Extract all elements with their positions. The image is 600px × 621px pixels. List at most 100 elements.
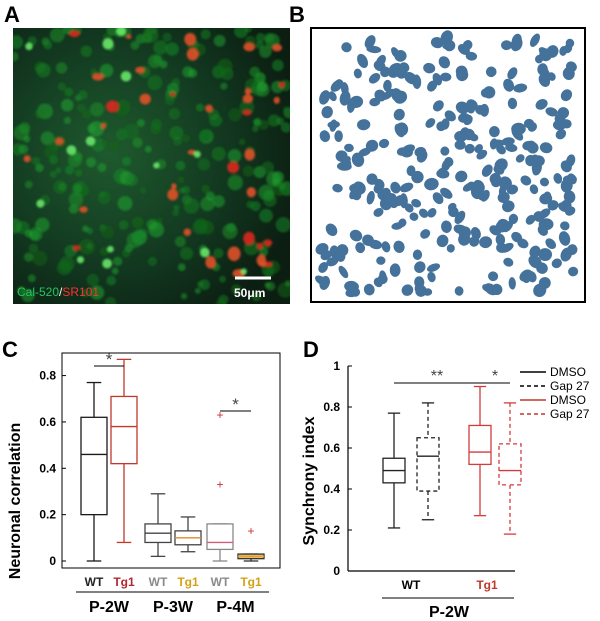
segmented-cell <box>401 284 414 296</box>
y-tick-label: 0.8 <box>39 369 56 383</box>
green-cell <box>43 40 53 50</box>
segmented-cell <box>527 122 538 132</box>
segmented-cell <box>496 242 507 253</box>
segmented-cell <box>373 207 384 217</box>
segmented-cell <box>340 82 349 96</box>
segmented-cell <box>336 244 349 257</box>
segmented-cell <box>378 138 390 149</box>
green-cell <box>284 280 290 287</box>
segmented-cell <box>501 137 515 146</box>
segmented-cell <box>440 72 452 82</box>
segmented-cell <box>559 46 568 56</box>
green-cell <box>169 125 184 141</box>
red-cell <box>68 30 80 38</box>
green-cell <box>195 103 204 112</box>
category-label: WT <box>402 578 421 592</box>
segmented-cell <box>562 67 575 81</box>
green-cell <box>251 292 261 302</box>
segmented-cell <box>526 142 539 154</box>
green-cell <box>227 148 242 163</box>
segmented-cell <box>537 63 548 76</box>
y-tick-label: 0.6 <box>39 415 56 429</box>
segmented-cell <box>444 156 454 167</box>
segmented-cell <box>319 130 331 143</box>
segmented-cell <box>394 123 405 138</box>
segmented-cell <box>508 277 516 290</box>
segmented-cell <box>330 79 344 92</box>
group-label: P-4M <box>216 599 254 616</box>
segmented-cell <box>424 177 439 191</box>
green-cell <box>266 171 281 187</box>
segmented-cell <box>455 101 470 114</box>
green-cell <box>24 180 33 189</box>
segmented-cell <box>538 47 551 59</box>
significance-marker: ** <box>431 368 443 385</box>
segmented-cell <box>534 54 544 64</box>
green-cell <box>220 82 228 90</box>
red-cell <box>100 123 107 129</box>
segmented-cell <box>454 130 468 143</box>
y-tick-label: 0 <box>333 564 340 578</box>
segmented-cell <box>533 211 545 222</box>
green-cell <box>144 145 152 153</box>
y-tick-label: 0.8 <box>323 400 340 414</box>
green-cell <box>99 247 109 256</box>
green-cell <box>164 94 175 106</box>
segmented-cell <box>458 232 471 246</box>
segmented-cell <box>364 35 376 49</box>
red-cell <box>171 183 177 190</box>
green-cell <box>106 275 117 286</box>
green-cell <box>182 134 191 143</box>
red-cell <box>170 92 176 97</box>
outlier-point: + <box>247 524 254 538</box>
segmented-cell <box>555 129 567 140</box>
green-cell <box>216 298 227 304</box>
green-cell <box>180 246 194 261</box>
green-cell <box>115 128 128 141</box>
green-cell <box>278 182 286 191</box>
segmented-cell <box>498 184 507 196</box>
segmented-cell <box>411 199 422 208</box>
y-tick-label: 0.2 <box>39 508 56 522</box>
green-cell <box>23 252 34 262</box>
green-cell <box>86 243 93 250</box>
segmented-cell <box>567 244 578 256</box>
green-cell <box>271 59 284 72</box>
segmented-cell <box>489 225 502 236</box>
segmented-cell <box>503 257 514 267</box>
significance-marker: * <box>492 368 498 385</box>
green-cell <box>255 32 266 43</box>
green-cell <box>125 173 138 187</box>
green-cell <box>23 135 31 143</box>
segmented-cell <box>363 283 375 296</box>
segmented-cell <box>412 74 422 89</box>
green-cell <box>252 125 259 132</box>
green-cell <box>148 221 165 238</box>
bright-cell <box>102 258 112 269</box>
red-cell <box>227 161 240 174</box>
green-cell <box>180 292 188 300</box>
segmented-cell <box>389 263 401 277</box>
segmented-cell <box>441 220 452 234</box>
red-cell <box>256 242 263 250</box>
segmented-cell <box>513 83 528 93</box>
green-cell <box>231 284 242 295</box>
bright-cell <box>116 28 127 36</box>
segmented-cell <box>411 170 424 184</box>
segmented-cell <box>448 206 459 218</box>
segmented-cell <box>399 62 410 73</box>
red-cell <box>227 246 241 262</box>
green-cell <box>136 118 145 127</box>
bright-cell <box>36 199 45 208</box>
green-cell <box>258 247 269 257</box>
segmented-cell <box>339 90 351 106</box>
box-iqr <box>80 416 108 516</box>
segmented-cell <box>440 30 453 45</box>
green-cell <box>73 183 83 193</box>
green-cell <box>147 256 158 266</box>
green-cell <box>253 118 261 126</box>
box-category-label: Tg1 <box>113 575 135 589</box>
red-cell <box>278 81 285 88</box>
micrograph-image: Cal-520/SR101 50μm <box>13 28 290 304</box>
segmented-cell <box>436 169 450 179</box>
